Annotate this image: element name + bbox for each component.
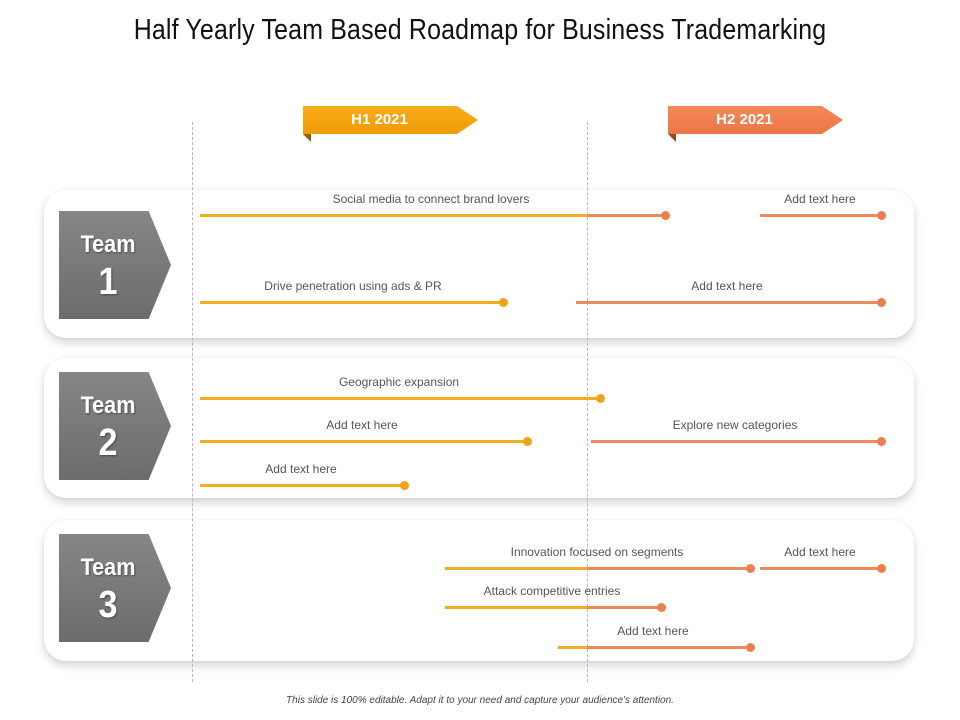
task-end-dot — [746, 643, 755, 652]
task-end-dot — [400, 481, 409, 490]
task-bar — [445, 564, 755, 573]
task-bar — [760, 211, 886, 220]
h1-divider-overlay — [192, 122, 193, 682]
task-bar — [760, 564, 886, 573]
page-title: Half Yearly Team Based Roadmap for Busin… — [133, 14, 827, 46]
task-bar-h1-segment — [445, 567, 587, 570]
task-end-dot — [657, 603, 666, 612]
task-end-dot — [877, 298, 886, 307]
team-1-number: 1 — [98, 261, 118, 303]
task-end-dot — [877, 564, 886, 573]
team-3-number: 3 — [98, 584, 118, 626]
task-label: Drive penetration using ads & PR — [264, 279, 442, 293]
period-h2-fold — [668, 134, 676, 142]
task-end-dot — [499, 298, 508, 307]
task-bar — [200, 211, 670, 220]
task-end-dot — [746, 564, 755, 573]
task-bar-h2-segment — [587, 214, 666, 217]
task-bar-h1-segment — [200, 214, 587, 217]
footer-note: This slide is 100% editable. Adapt it to… — [286, 695, 674, 706]
period-h1-header: H1 2021 — [303, 106, 478, 134]
task-bar-h1-segment — [558, 646, 587, 649]
period-h2-header: H2 2021 — [668, 106, 843, 134]
task-bar — [576, 298, 886, 307]
task-label: Add text here — [784, 545, 856, 559]
task-bar — [200, 481, 409, 490]
task-bar-h2-segment — [587, 646, 751, 649]
task-label: Add text here — [265, 462, 337, 476]
task-label: Geographic expansion — [338, 375, 460, 389]
h2-divider-overlay — [587, 122, 588, 682]
team-3-label: Team — [80, 554, 136, 581]
task-label: Innovation focused on segments — [510, 545, 684, 559]
team-2-label: Team — [80, 392, 136, 419]
task-label: Add text here — [326, 418, 398, 432]
task-label: Add text here — [617, 624, 689, 638]
task-label: Explore new categories — [672, 418, 798, 432]
task-end-dot — [877, 211, 886, 220]
task-bar — [200, 298, 508, 307]
task-end-dot — [877, 437, 886, 446]
task-label: Add text here — [784, 192, 856, 206]
task-bar-h1-segment — [445, 606, 587, 609]
team-1-panel — [44, 190, 914, 338]
task-bar — [445, 603, 666, 612]
task-end-dot — [596, 394, 605, 403]
task-bar — [200, 437, 532, 446]
team-1-badge: Team 1 — [59, 211, 171, 319]
task-bar-h2-segment — [587, 606, 662, 609]
team-2-badge: Team 2 — [59, 372, 171, 480]
team-2-panel — [44, 358, 914, 498]
team-1-label: Team — [80, 231, 136, 258]
period-h1-fold — [303, 134, 311, 142]
task-bar-h2-segment — [587, 567, 751, 570]
task-label: Attack competitive entries — [483, 584, 621, 598]
team-3-badge: Team 3 — [59, 534, 171, 642]
task-bar — [200, 394, 605, 403]
team-3-panel — [44, 520, 914, 661]
task-end-dot — [523, 437, 532, 446]
team-2-number: 2 — [98, 422, 118, 464]
task-label: Add text here — [691, 279, 763, 293]
task-end-dot — [661, 211, 670, 220]
task-label: Social media to connect brand lovers — [332, 192, 530, 206]
task-bar — [591, 437, 886, 446]
task-bar — [558, 643, 755, 652]
